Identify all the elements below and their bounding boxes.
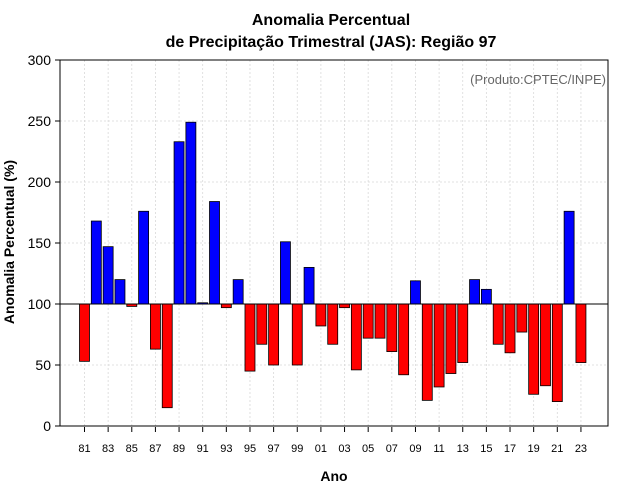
- bar-81: [79, 303, 90, 362]
- bar-88: [161, 303, 173, 409]
- y-tick-label: 50: [35, 357, 51, 373]
- bar-00: [303, 266, 315, 305]
- credit-text: (Produto:CPTEC/INPE): [470, 72, 606, 87]
- x-tick-label: 97: [267, 443, 279, 455]
- chart-title-line2: de Precipitação Trimestral (JAS): Região…: [166, 34, 497, 51]
- bar-94: [232, 279, 244, 305]
- x-axis: 81 83 85 87 89 91 93 95 97 99 01 03 05 07 09 11 13 15 17 19…: [78, 427, 587, 455]
- y-tick-label: 150: [28, 235, 52, 251]
- bar-04: [350, 303, 362, 371]
- bar-93: [220, 303, 232, 309]
- bar-87: [150, 303, 161, 350]
- bar-99: [291, 303, 303, 366]
- bar-90: [185, 121, 197, 305]
- bars: [79, 121, 587, 409]
- bar-11: [433, 303, 445, 388]
- bar-96: [256, 303, 268, 345]
- bar-19: [528, 303, 540, 395]
- bar-03: [339, 303, 350, 309]
- x-tick-label: 13: [457, 443, 469, 455]
- x-tick-label: 17: [504, 443, 516, 455]
- bar-13: [457, 303, 469, 363]
- bar-07: [386, 303, 398, 352]
- bar-05: [362, 303, 374, 339]
- bar-16: [492, 303, 504, 345]
- bar-83: [102, 246, 114, 305]
- x-tick-label: 11: [433, 443, 444, 455]
- x-tick-label: 81: [78, 443, 90, 455]
- bar-98: [280, 241, 291, 305]
- bar-23: [575, 303, 587, 363]
- y-tick-label: 250: [28, 113, 52, 129]
- chart-title-line1: Anomalia Percentual: [252, 12, 410, 29]
- x-tick-label: 95: [244, 443, 256, 455]
- y-tick-label: 0: [43, 418, 51, 434]
- y-tick-label: 100: [28, 296, 52, 312]
- bar-12: [445, 303, 457, 374]
- bar-89: [173, 141, 185, 305]
- x-tick-label: 15: [480, 443, 492, 455]
- x-tick-label: 23: [575, 443, 587, 455]
- y-tick-label: 200: [28, 174, 52, 190]
- bar-14: [469, 279, 480, 305]
- x-tick-label: 93: [220, 443, 232, 455]
- y-axis-label: Anomalia Percentual (%): [1, 160, 17, 324]
- bar-02: [327, 303, 339, 345]
- bar-92: [209, 201, 220, 305]
- x-tick-label: 83: [102, 443, 114, 455]
- x-tick-label: 09: [409, 443, 421, 455]
- x-tick-label: 89: [173, 443, 185, 455]
- bar-84: [114, 279, 126, 305]
- x-axis-label: Ano: [320, 468, 347, 484]
- bar-06: [374, 303, 386, 339]
- x-tick-label: 87: [149, 443, 161, 455]
- x-tick-label: 01: [315, 443, 327, 455]
- x-tick-label: 99: [291, 443, 303, 455]
- x-tick-label: 91: [197, 443, 209, 455]
- x-tick-label: 07: [386, 443, 398, 455]
- x-tick-label: 21: [551, 443, 563, 455]
- bar-10: [421, 303, 433, 401]
- bar-01: [315, 303, 327, 327]
- bar-95: [244, 303, 256, 372]
- bar-22: [563, 210, 575, 305]
- y-axis: 0 50 100 150 200 250 300: [28, 52, 60, 434]
- bar-08: [398, 303, 410, 376]
- bar-09: [410, 280, 421, 305]
- bar-97: [268, 303, 280, 366]
- bar-15: [480, 288, 492, 305]
- y-tick-label: 300: [28, 52, 52, 68]
- bar-17: [504, 303, 516, 354]
- bar-21: [551, 303, 563, 402]
- bar-86: [138, 210, 150, 305]
- x-tick-label: 03: [338, 443, 350, 455]
- bar-20: [540, 303, 551, 387]
- x-tick-label: 05: [362, 443, 374, 455]
- bar-82: [90, 220, 102, 305]
- bar-18: [516, 303, 528, 333]
- x-tick-label: 85: [126, 443, 138, 455]
- x-tick-label: 19: [528, 443, 540, 455]
